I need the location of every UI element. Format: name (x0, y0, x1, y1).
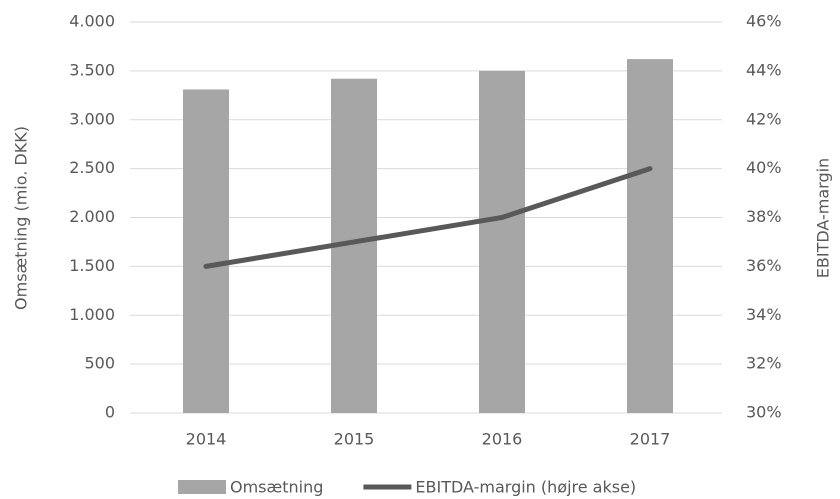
y2-tick-label: 32% (746, 354, 782, 373)
y-tick-label: 2.500 (69, 158, 115, 177)
line (203, 166, 653, 269)
legend-swatch (178, 480, 226, 494)
y-tick-label: 3.500 (69, 60, 115, 79)
x-tick-label: 2016 (482, 430, 523, 449)
bar (627, 59, 673, 414)
y-tick-label: 3.000 (69, 109, 115, 128)
x-tick-label: 2015 (334, 430, 375, 449)
y2-tick-label: 34% (746, 305, 782, 324)
y2-tick-label: 42% (746, 109, 782, 128)
y2-tick-label: 30% (746, 403, 782, 422)
y2-tick-label: 36% (746, 256, 782, 275)
x-tick-label: 2017 (630, 430, 671, 449)
y-tick-label: 1.000 (69, 305, 115, 324)
bar (479, 70, 525, 413)
y2-tick-label: 46% (746, 12, 782, 31)
y-tick-label: 0 (105, 403, 115, 422)
x-tick-label: 2014 (186, 430, 227, 449)
y2-tick-label: 44% (746, 60, 782, 79)
y2-tick-label: 38% (746, 207, 782, 226)
y-tick-label: 4.000 (69, 12, 115, 31)
legend-label: Omsætning (230, 478, 323, 497)
y2-axis-title: EBITDA-margin (814, 158, 833, 278)
y-tick-label: 2.000 (69, 207, 115, 226)
bar (183, 89, 229, 413)
legend-label: EBITDA-margin (højre akse) (415, 478, 636, 497)
y-tick-label: 1.500 (69, 256, 115, 275)
y-tick-label: 500 (84, 354, 115, 373)
y2-tick-label: 40% (746, 158, 782, 177)
y-axis-title: Omsætning (mio. DKK) (12, 126, 31, 310)
